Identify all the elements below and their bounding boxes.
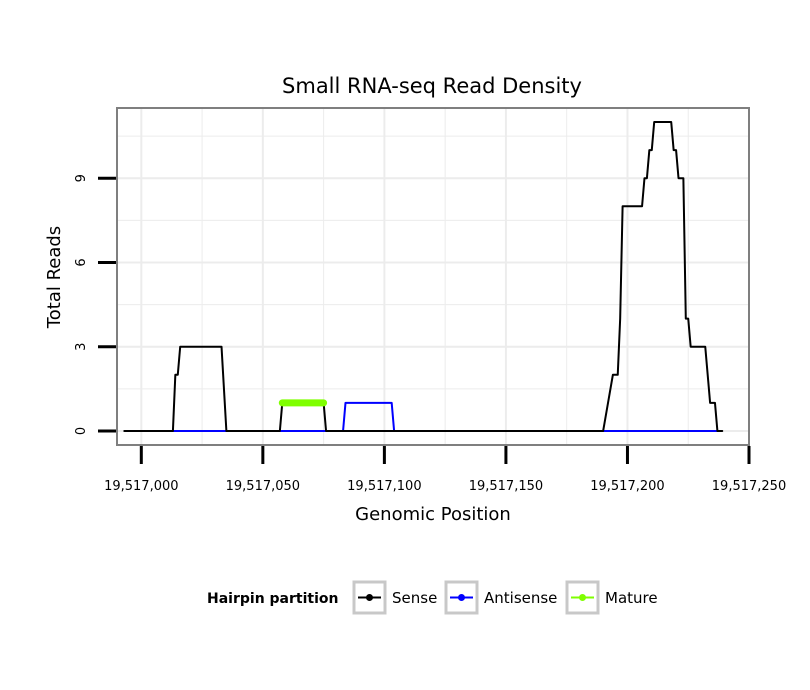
legend-key-point (366, 594, 373, 601)
x-tick-label: 19,517,100 (347, 479, 421, 494)
plot-series (123, 121, 724, 432)
x-tick-label: 19,517,250 (712, 479, 786, 494)
x-tick-label: 19,517,050 (226, 479, 300, 494)
legend: Hairpin partition Sense Antisense Mature (207, 580, 658, 615)
y-tick-label: 3 (74, 343, 89, 351)
series-line-sense (123, 121, 724, 432)
legend-item-antisense: Antisense (444, 580, 557, 615)
axes: 19,517,000 19,517,050 19,517,100 19,517,150… (74, 174, 786, 494)
chart-title: Small RNA-seq Read Density (282, 74, 582, 98)
legend-title: Hairpin partition (207, 591, 338, 607)
y-tick-label: 9 (74, 174, 89, 182)
legend-label: Sense (392, 589, 437, 607)
legend-key-point (579, 594, 586, 601)
x-tick-label: 19,517,000 (104, 479, 178, 494)
x-tick-label: 19,517,150 (469, 479, 543, 494)
y-tick-label: 0 (74, 427, 89, 435)
x-tick-label: 19,517,200 (590, 479, 664, 494)
y-axis-title: Total Reads (44, 226, 65, 329)
legend-item-sense: Sense (352, 580, 437, 615)
legend-label: Mature (605, 589, 658, 607)
y-tick-label: 6 (74, 258, 89, 266)
x-axis-title: Genomic Position (355, 504, 511, 525)
legend-items: Sense Antisense Mature (352, 580, 658, 615)
legend-key-point (458, 594, 465, 601)
plot-panel-border (116, 107, 750, 446)
legend-item-mature: Mature (565, 580, 658, 615)
grid (117, 108, 750, 445)
legend-label: Antisense (484, 589, 557, 607)
